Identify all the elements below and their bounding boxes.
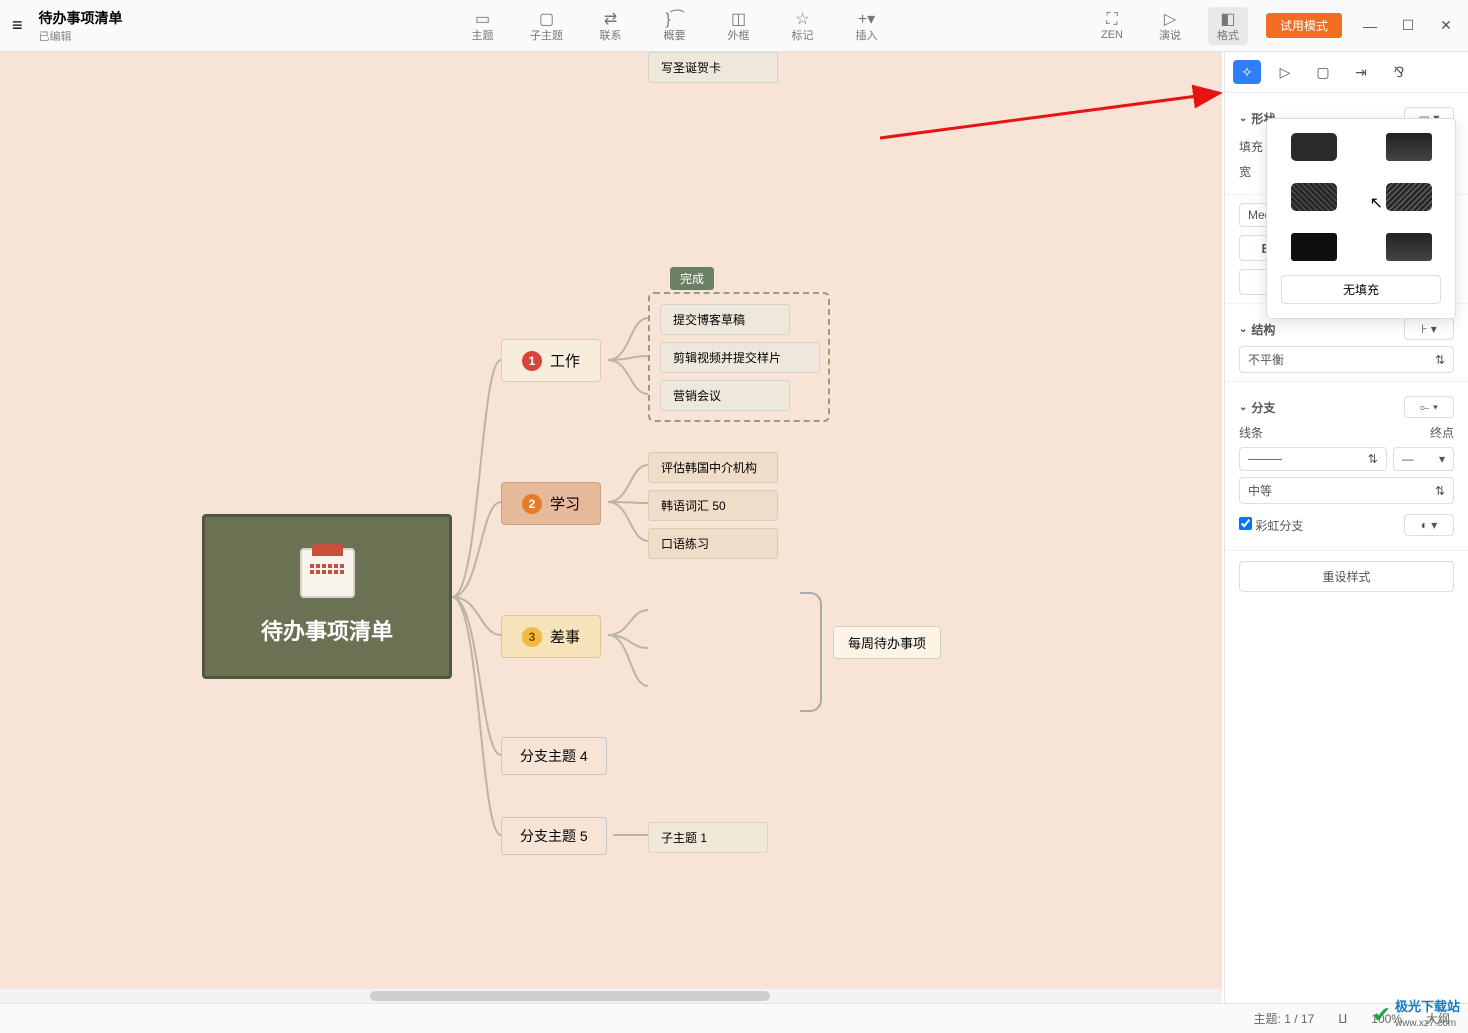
titlebar: ≡ 待办事项清单 已编辑 ▭主题 ▢子主题 ⇄联系 }⁀概要 ◫外框 ☆标记 +… — [0, 0, 1468, 52]
trial-button[interactable]: 试用模式 — [1266, 13, 1342, 38]
branch-4[interactable]: 分支主题 4 — [501, 737, 607, 775]
leaf-study-2[interactable]: 韩语词汇 50 — [648, 490, 778, 521]
end-style-select[interactable]: —▾ — [1393, 447, 1454, 471]
doc-subtitle: 已编辑 — [39, 28, 123, 44]
done-tag[interactable]: 完成 — [670, 267, 714, 290]
tb-boundary[interactable]: ◫外框 — [719, 9, 759, 43]
panel-tabs: ✧ ▷ ▢ ⇥ ⅋ — [1225, 52, 1468, 93]
format-icon: ◧ — [1220, 9, 1235, 27]
ptab-note[interactable]: ▢ — [1309, 60, 1337, 84]
zen-icon: ⛶ — [1106, 11, 1117, 29]
toolbar-center: ▭主题 ▢子主题 ⇄联系 }⁀概要 ◫外框 ☆标记 +▾插入 — [463, 9, 887, 43]
plus-icon: +▾ — [858, 9, 875, 27]
central-label: 待办事项清单 — [261, 614, 393, 646]
fill-rough-2[interactable] — [1386, 233, 1432, 261]
present-icon: ▷ — [1164, 9, 1176, 27]
no-fill-option[interactable]: 无填充 — [1281, 275, 1441, 304]
line-label: 线条 — [1239, 424, 1263, 441]
canvas[interactable]: 待办事项清单 完成 1工作 2学习 3差事 分支主题 4 分支主题 5 提交博客… — [0, 52, 1222, 1003]
branch-errand[interactable]: 3差事 — [501, 615, 601, 658]
summary-icon: }⁀ — [665, 9, 683, 27]
end-label: 终点 — [1430, 424, 1454, 441]
rainbow-check[interactable]: 彩虹分支 — [1239, 517, 1303, 534]
badge-1: 1 — [522, 351, 542, 371]
topic-icon: ▭ — [475, 9, 490, 27]
minimize-button[interactable]: — — [1360, 18, 1380, 34]
title-block: 待办事项清单 已编辑 — [39, 8, 123, 44]
leaf-work-3[interactable]: 营销会议 — [660, 380, 790, 411]
status-map-icon[interactable]: ⵡ — [1338, 1012, 1347, 1026]
tb-zen[interactable]: ⛶ZEN — [1092, 11, 1132, 41]
fill-solid-2[interactable] — [1386, 133, 1432, 161]
h-scrollbar[interactable] — [0, 989, 1222, 1003]
reset-style-button[interactable]: 重设样式 — [1239, 561, 1454, 592]
leaf-b5-1[interactable]: 子主题 1 — [648, 822, 768, 853]
leaf-errand-3[interactable]: 写圣诞贺卡 — [648, 52, 778, 83]
struct-selector[interactable]: ⊦ ▾ — [1404, 318, 1454, 340]
fill-rough-1[interactable] — [1291, 233, 1337, 261]
maximize-button[interactable]: ☐ — [1398, 17, 1418, 34]
tb-subtopic[interactable]: ▢子主题 — [527, 9, 567, 43]
tb-relation[interactable]: ⇄联系 — [591, 9, 631, 43]
tb-marker[interactable]: ☆标记 — [783, 9, 823, 43]
watermark: ✔ 极光下载站 www.xz7.com — [1373, 1000, 1460, 1029]
badge-3: 3 — [522, 627, 542, 647]
badge-2: 2 — [522, 494, 542, 514]
connection-lines — [0, 52, 1222, 1003]
leaf-work-2[interactable]: 剪辑视频并提交样片 — [660, 342, 820, 373]
summary-node[interactable]: 每周待办事项 — [833, 626, 941, 659]
statusbar: 主题: 1 / 17 ⵡ 100% 大纲 — [0, 1003, 1468, 1033]
sec-branch: 分支 ⟜ ▾ 线条 终点 ────⇅ —▾ 中等⇅ 彩虹分支 ◐ ▾ — [1225, 382, 1468, 551]
branch-5[interactable]: 分支主题 5 — [501, 817, 607, 855]
calendar-icon — [300, 548, 355, 598]
width-label: 宽 — [1239, 163, 1251, 180]
star-icon: ☆ — [795, 9, 809, 27]
struct-title[interactable]: 结构 — [1239, 321, 1275, 338]
line-style-select[interactable]: ────⇅ — [1239, 447, 1387, 471]
relation-icon: ⇄ — [604, 9, 617, 27]
tb-summary[interactable]: }⁀概要 — [655, 9, 695, 43]
tb-format[interactable]: ◧格式 — [1208, 7, 1248, 45]
fill-label: 填充 — [1239, 138, 1263, 155]
boundary-icon: ◫ — [731, 9, 746, 27]
doc-title: 待办事项清单 — [39, 8, 123, 28]
fill-solid-1[interactable] — [1291, 133, 1337, 161]
hamburger-icon[interactable]: ≡ — [12, 15, 23, 36]
ptab-play[interactable]: ▷ — [1271, 60, 1299, 84]
tb-present[interactable]: ▷演说 — [1150, 9, 1190, 43]
rainbow-selector[interactable]: ◐ ▾ — [1404, 514, 1454, 536]
leaf-work-1[interactable]: 提交博客草稿 — [660, 304, 790, 335]
tb-insert[interactable]: +▾插入 — [847, 9, 887, 43]
thickness-select[interactable]: 中等⇅ — [1239, 477, 1454, 504]
close-button[interactable]: ✕ — [1436, 17, 1456, 34]
leaf-study-1[interactable]: 评估韩国中介机构 — [648, 452, 778, 483]
summary-bracket — [800, 592, 822, 712]
branch-title[interactable]: 分支 — [1239, 399, 1275, 416]
toolbar-right: ⛶ZEN ▷演说 ◧格式 试用模式 — ☐ ✕ — [1092, 7, 1456, 45]
struct-value[interactable]: 不平衡⇅ — [1239, 346, 1454, 373]
fill-hatch-1[interactable] — [1291, 183, 1337, 211]
scroll-thumb[interactable] — [370, 991, 770, 1001]
branch-selector[interactable]: ⟜ ▾ — [1404, 396, 1454, 418]
ptab-link[interactable]: ⇥ — [1347, 60, 1375, 84]
status-topic: 主题: 1 / 17 — [1254, 1010, 1315, 1027]
subtopic-icon: ▢ — [539, 9, 554, 27]
fill-hatch-2[interactable] — [1386, 183, 1432, 211]
ptab-style[interactable]: ✧ — [1233, 60, 1261, 84]
ptab-share[interactable]: ⅋ — [1385, 60, 1413, 84]
branch-study[interactable]: 2学习 — [501, 482, 601, 525]
fill-dropdown: 无填充 — [1266, 118, 1456, 319]
tb-topic[interactable]: ▭主题 — [463, 9, 503, 43]
branch-work[interactable]: 1工作 — [501, 339, 601, 382]
leaf-study-3[interactable]: 口语练习 — [648, 528, 778, 559]
central-node[interactable]: 待办事项清单 — [202, 514, 452, 679]
